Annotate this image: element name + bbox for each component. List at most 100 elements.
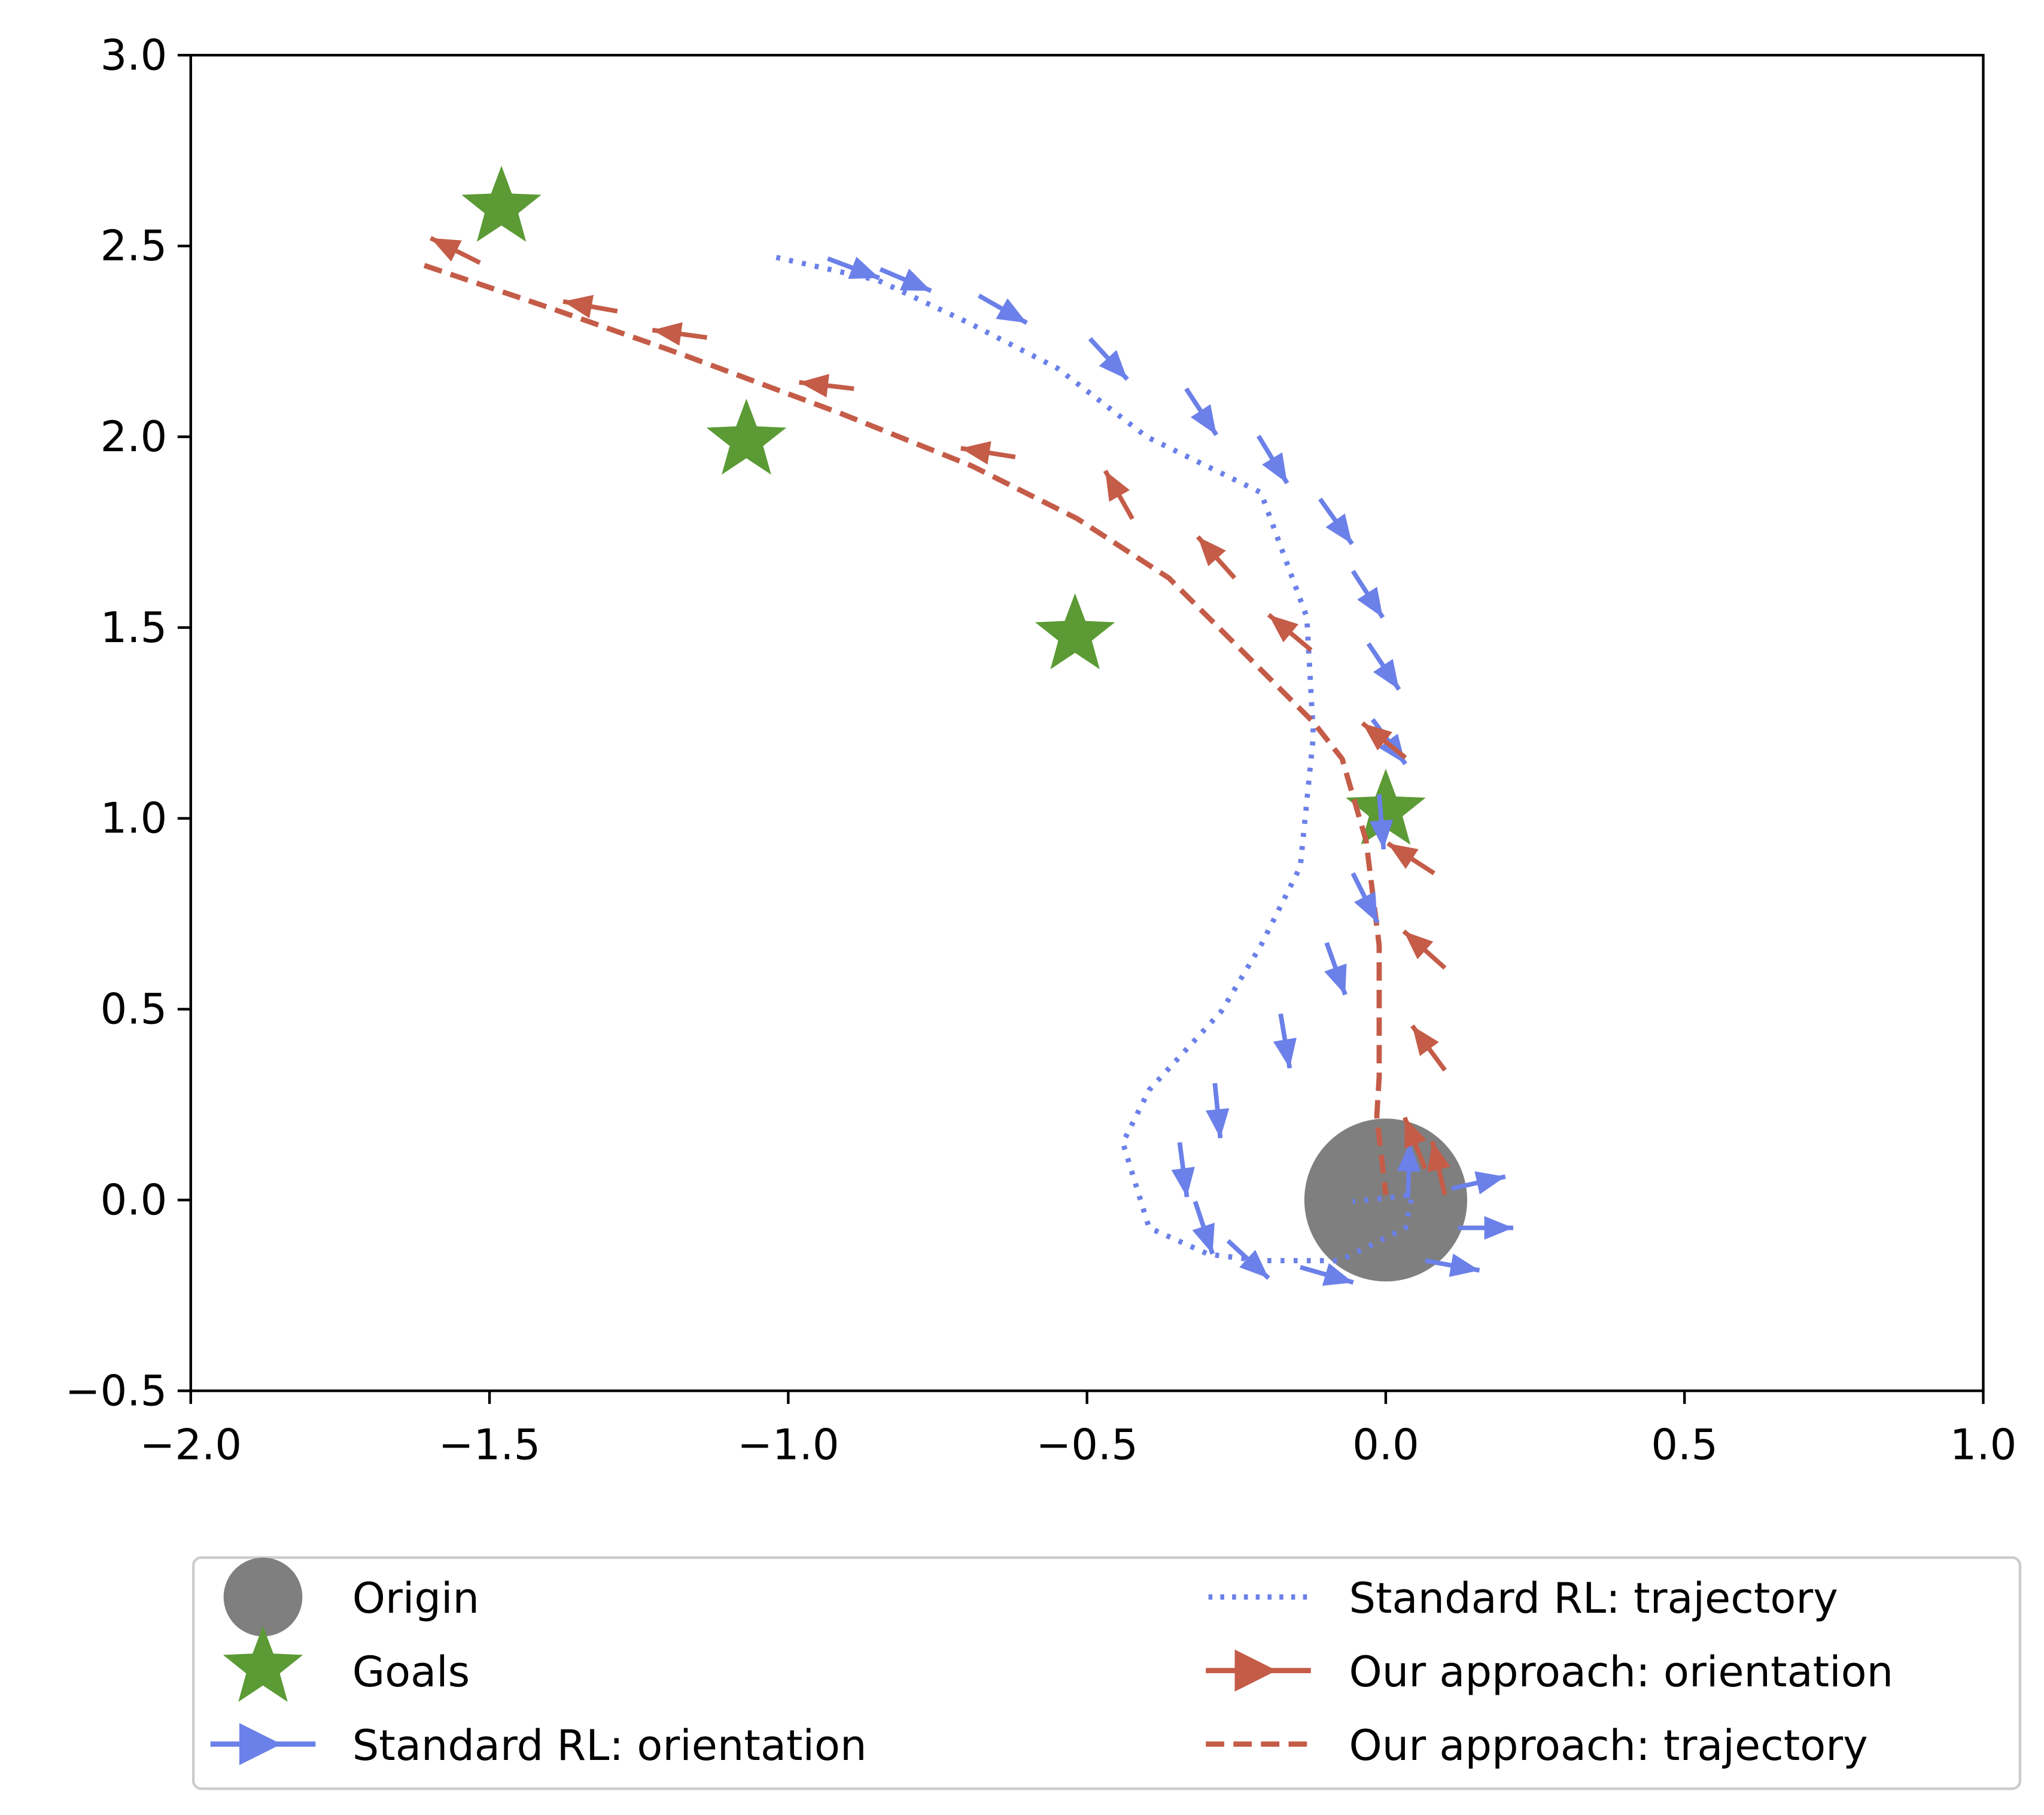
standard-rl-orientation-arrow xyxy=(1273,1013,1297,1069)
legend-standard-orientation-label: Standard RL: orientation xyxy=(352,1721,867,1770)
arrow-head xyxy=(848,257,880,279)
standard-rl-orientation-arrow xyxy=(1324,942,1348,996)
legend-ours-orientation-label: Our approach: orientation xyxy=(1349,1647,1893,1697)
arrow-head xyxy=(1373,659,1400,690)
our-approach-orientation-arrow xyxy=(799,373,854,398)
arrow-head xyxy=(1171,1166,1195,1197)
goal-star xyxy=(461,165,542,242)
our-approach-orientation-arrow xyxy=(1103,469,1134,520)
standard-rl-orientation-arrow xyxy=(1397,1142,1421,1198)
y-tick-label: −0.5 xyxy=(65,1366,168,1415)
axes-frame xyxy=(189,53,1985,1393)
goal-star xyxy=(1035,593,1115,670)
our-approach-trajectory xyxy=(423,263,1389,1196)
legend-ours-trajectory-label: Our approach: trajectory xyxy=(1349,1721,1867,1770)
arrow-head xyxy=(1239,1249,1269,1278)
arrow-head xyxy=(1484,1216,1513,1240)
standard-rl-orientation-arrow xyxy=(1192,1200,1215,1255)
arrow-head xyxy=(960,441,991,465)
arrow-head xyxy=(1412,1026,1439,1056)
y-tick-label: 1.5 xyxy=(101,603,168,652)
arrow-head xyxy=(563,294,594,318)
legend-goals-label: Goals xyxy=(352,1647,470,1697)
standard-rl-orientation-arrow xyxy=(1350,872,1380,924)
arrow-head xyxy=(1325,513,1352,544)
our-approach-orientation-arrow xyxy=(652,322,708,346)
x-tick-label: 1.0 xyxy=(1950,1420,2017,1469)
arrow-head xyxy=(1357,586,1383,618)
standard-rl-orientation-arrow xyxy=(1300,1263,1354,1286)
our-approach-orientation-arrow xyxy=(1386,841,1435,875)
arrow-head xyxy=(996,298,1027,323)
y-tick-label: 0.5 xyxy=(101,985,168,1034)
arrow-head xyxy=(799,373,829,398)
standard-rl-orientation-arrow xyxy=(1256,434,1289,485)
arrow-head xyxy=(1397,1142,1421,1172)
our-approach-orientation-arrow xyxy=(960,441,1016,465)
our-approach-orientation-arrow xyxy=(1403,1116,1428,1170)
y-tick-label: 0.0 xyxy=(101,1175,168,1224)
x-tick-label: −1.5 xyxy=(439,1420,541,1469)
arrow-head xyxy=(1449,1253,1480,1277)
our-approach-orientation-arrow xyxy=(1402,929,1447,970)
goal-star xyxy=(706,399,787,475)
arrow-head xyxy=(1474,1171,1505,1194)
x-tick-label: −0.5 xyxy=(1036,1420,1138,1469)
arrow-head xyxy=(1099,349,1128,379)
arrow-head xyxy=(1362,723,1392,751)
x-tick-label: 0.5 xyxy=(1651,1420,1718,1469)
arrow-head xyxy=(1369,819,1394,850)
standard-rl-orientation-arrow xyxy=(1366,642,1401,691)
standard-rl-orientation-arrow xyxy=(1088,337,1129,381)
standard-rl-orientation-arrow xyxy=(1318,497,1354,546)
standard-rl-orientation-arrow xyxy=(1458,1216,1513,1240)
standard-rl-orientation-arrow xyxy=(1425,1253,1480,1277)
arrow-head xyxy=(1324,963,1347,995)
legend-origin-marker xyxy=(223,1557,303,1637)
our-approach-orientation-arrow xyxy=(1410,1024,1447,1072)
arrow-head xyxy=(1262,452,1288,484)
arrow-head xyxy=(1404,1117,1426,1149)
legend-standard-trajectory-label: Standard RL: trajectory xyxy=(1349,1574,1838,1623)
standard-rl-orientation-arrow xyxy=(879,267,932,293)
y-tick-label: 3.0 xyxy=(101,31,168,80)
arrow-head xyxy=(1192,1223,1215,1254)
y-tick-label: 2.0 xyxy=(101,412,168,461)
arrow-head xyxy=(652,322,683,346)
standard-rl-orientation-arrow xyxy=(1369,794,1394,850)
legend: Origin Goals Standard RL: orientation St… xyxy=(191,1556,2022,1790)
legend-standard-orientation-marker xyxy=(239,1723,282,1765)
our-approach-orientation-arrow xyxy=(562,294,618,318)
arrow-head xyxy=(1388,843,1419,870)
our-approach-orientation-arrow xyxy=(1427,1141,1451,1196)
y-tick-label: 1.0 xyxy=(101,794,168,843)
standard-rl-orientation-arrow xyxy=(1226,1239,1270,1280)
x-tick-label: 0.0 xyxy=(1352,1420,1419,1469)
x-tick-label: −2.0 xyxy=(140,1420,242,1469)
arrow-head xyxy=(1427,1141,1451,1172)
arrow-head xyxy=(899,268,931,291)
legend-origin-label: Origin xyxy=(352,1574,479,1623)
arrow-head xyxy=(1269,615,1299,643)
arrow-head xyxy=(1353,891,1378,923)
standard-rl-orientation-arrow xyxy=(1184,387,1219,436)
our-approach-orientation-arrow xyxy=(1196,535,1237,580)
plot-area xyxy=(423,165,1513,1286)
our-approach-orientation-arrow xyxy=(1267,613,1313,652)
arrow-head xyxy=(1322,1263,1353,1286)
standard-rl-orientation-arrow xyxy=(1206,1083,1230,1139)
legend-goals-marker xyxy=(223,1625,303,1702)
our-approach-orientation-arrow xyxy=(1361,721,1407,760)
arrow-head xyxy=(1273,1038,1297,1068)
standard-rl-orientation-arrow xyxy=(1171,1142,1195,1197)
y-tick-label: 2.5 xyxy=(101,221,168,270)
x-tick-label: −1.0 xyxy=(737,1420,840,1469)
arrow-head xyxy=(1197,537,1226,567)
standard-rl-trajectory xyxy=(775,254,1416,1264)
arrow-head xyxy=(1190,404,1216,435)
arrow-head xyxy=(430,238,462,262)
axis-ticks: −2.0 −1.5 −1.0 −0.5 0.0 0.5 1.0 −0.5 0.0 0.5 1.0 1.… xyxy=(65,31,2017,1469)
arrow-head xyxy=(1105,470,1130,502)
standard-rl-orientation-arrow xyxy=(1450,1171,1506,1194)
